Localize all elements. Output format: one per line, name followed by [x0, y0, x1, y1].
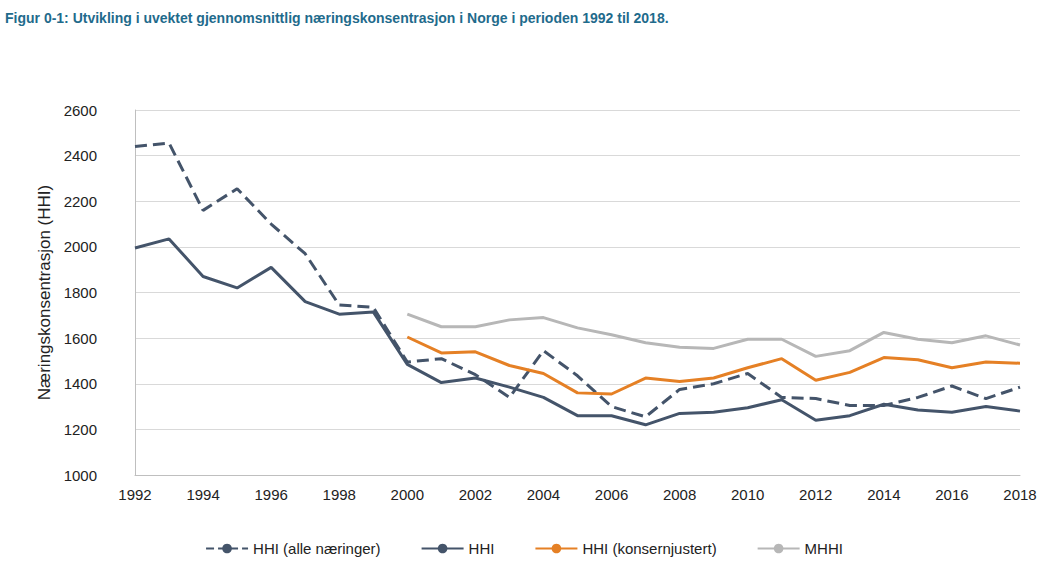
svg-text:2016: 2016: [935, 486, 968, 503]
svg-text:1996: 1996: [254, 486, 287, 503]
svg-text:2002: 2002: [459, 486, 492, 503]
svg-text:2200: 2200: [64, 193, 97, 210]
svg-text:Figur 0-1: Utvikling i uvektet: Figur 0-1: Utvikling i uvektet gjennomsn…: [5, 10, 669, 26]
svg-text:1400: 1400: [64, 375, 97, 392]
svg-text:HHI: HHI: [469, 540, 495, 557]
svg-text:1800: 1800: [64, 284, 97, 301]
svg-text:1994: 1994: [186, 486, 219, 503]
svg-text:2000: 2000: [391, 486, 424, 503]
svg-text:1200: 1200: [64, 421, 97, 438]
svg-text:2600: 2600: [64, 102, 97, 119]
svg-text:Næringskonsentrasjon (HHI): Næringskonsentrasjon (HHI): [35, 185, 54, 400]
svg-text:HHI (alle næringer): HHI (alle næringer): [253, 540, 381, 557]
svg-text:1000: 1000: [64, 467, 97, 484]
svg-text:1600: 1600: [64, 330, 97, 347]
svg-text:2018: 2018: [1003, 486, 1036, 503]
svg-text:2014: 2014: [867, 486, 900, 503]
svg-text:2004: 2004: [527, 486, 560, 503]
svg-text:2400: 2400: [64, 147, 97, 164]
svg-text:2012: 2012: [799, 486, 832, 503]
svg-text:2006: 2006: [595, 486, 628, 503]
svg-text:1998: 1998: [323, 486, 356, 503]
svg-text:HHI (konsernjustert): HHI (konsernjustert): [582, 540, 716, 557]
svg-text:1992: 1992: [118, 486, 151, 503]
svg-text:MHHI: MHHI: [805, 540, 843, 557]
svg-text:2008: 2008: [663, 486, 696, 503]
svg-text:2000: 2000: [64, 238, 97, 255]
svg-text:2010: 2010: [731, 486, 764, 503]
